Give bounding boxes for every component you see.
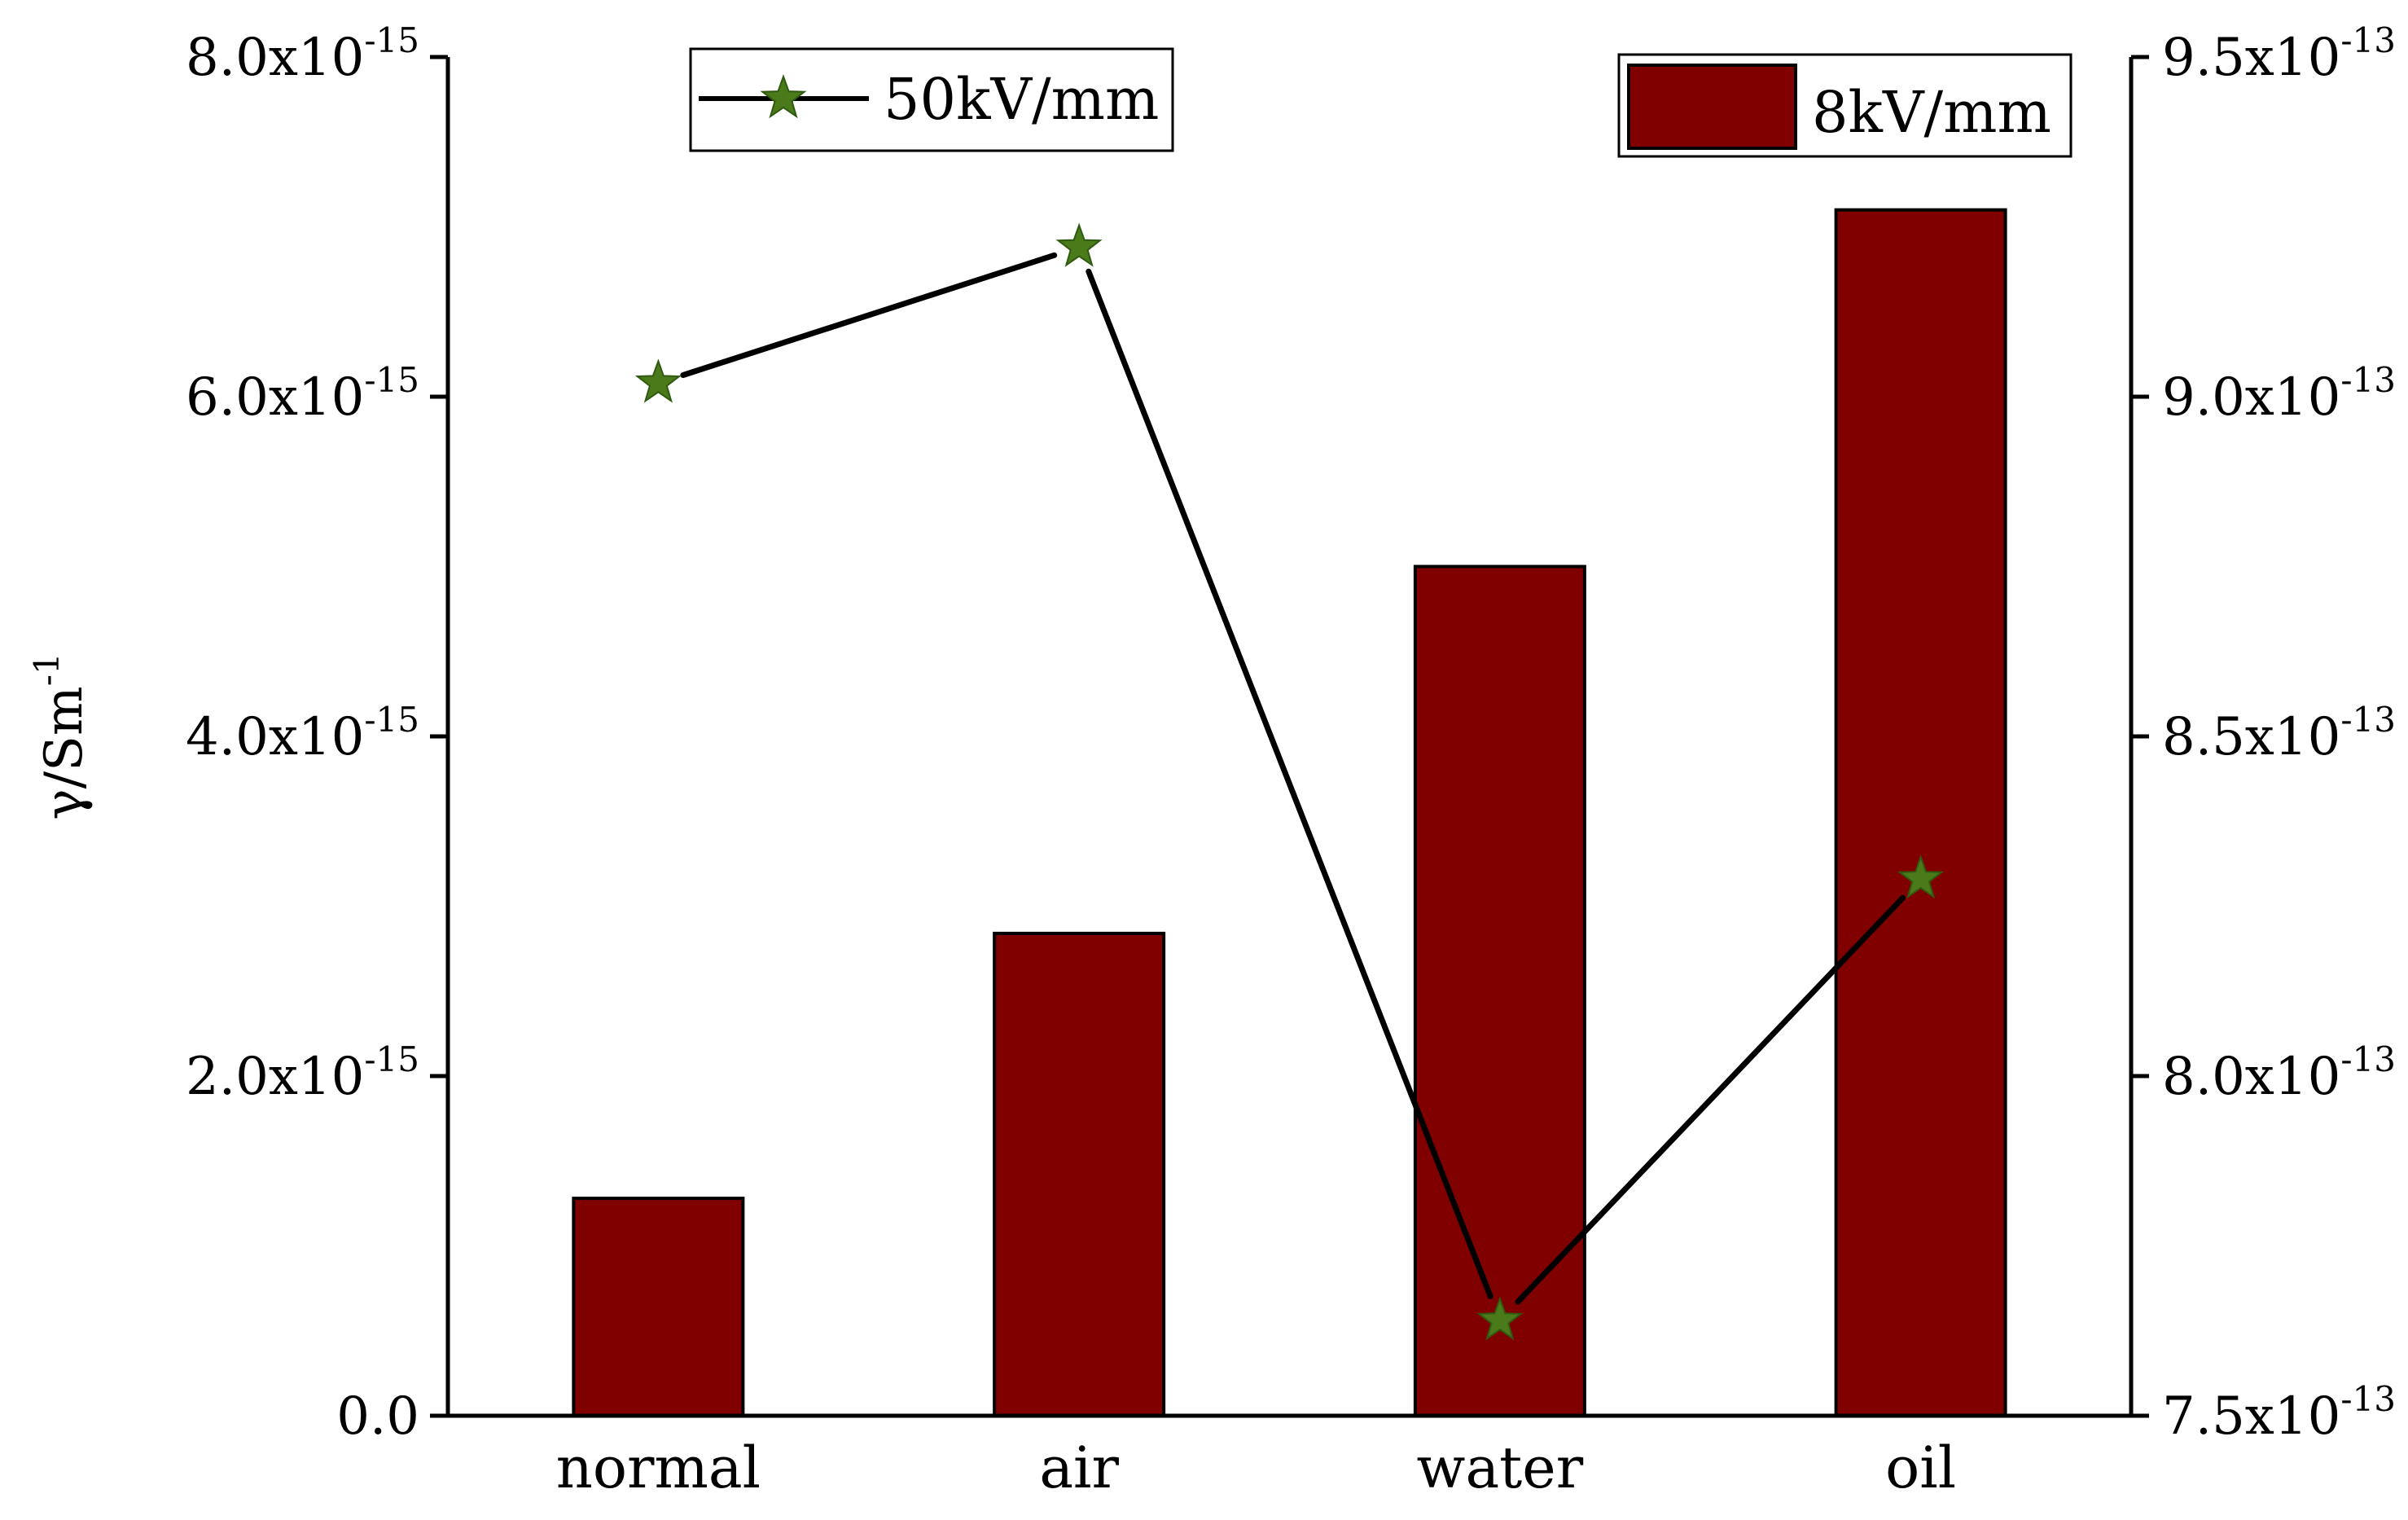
y-axis-title: γ/Sm-1 (27, 652, 94, 819)
y-axis-title-sup: -1 (27, 652, 67, 686)
category-label-oil: oil (1885, 1434, 1956, 1501)
star-marker-air (1055, 222, 1103, 267)
left-tick-label: 2.0x10-15 (186, 1039, 419, 1107)
line-segment (1515, 894, 1906, 1305)
legend-line-label: 50kV/mm (884, 66, 1159, 133)
category-label-air: air (1039, 1434, 1119, 1501)
category-labels: normal air water oil (556, 1434, 1956, 1501)
right-tick-label: 8.5x10-13 (2162, 700, 2396, 767)
line-segment (680, 252, 1058, 378)
right-tick-label: 9.0x10-13 (2162, 360, 2396, 428)
left-tick-label: 0.0 (336, 1386, 419, 1447)
left-tick-label: 4.0x10-15 (186, 700, 419, 767)
right-axis-ticks: 7.5x10-13 8.0x10-13 8.5x10-13 9.0x10-13 9.5x… (2131, 20, 2396, 1447)
bar-water (1413, 565, 1586, 1417)
right-tick-label: 9.5x10-13 (2162, 20, 2396, 88)
y-axis-title-base: γ/Sm (34, 686, 94, 819)
bar-air (993, 931, 1166, 1417)
left-axis-ticks: 0.0 2.0x10-15 4.0x10-15 6.0x10-15 8.0x10-15 (186, 20, 448, 1447)
bars-layer (572, 208, 2007, 1417)
legend-bar: 8kV/mm (1617, 53, 2072, 158)
right-tick-label: 8.0x10-13 (2162, 1039, 2396, 1107)
line-series-50kv (634, 222, 1945, 1341)
category-label-water: water (1417, 1434, 1584, 1501)
line-segment (1086, 268, 1493, 1299)
left-tick-label: 6.0x10-15 (186, 360, 419, 428)
legend-bar-swatch (1627, 64, 1797, 150)
right-tick-label: 7.5x10-13 (2162, 1379, 2396, 1447)
legend-star-marker (760, 74, 807, 119)
left-tick-label: 8.0x10-15 (186, 20, 419, 88)
star-marker-normal (634, 358, 682, 403)
bar-normal (572, 1197, 745, 1417)
legend-line: 50kV/mm (689, 47, 1174, 152)
legend-bar-label: 8kV/mm (1812, 79, 2051, 146)
star-marker-water (1476, 1296, 1524, 1341)
star-marker-oil (1897, 854, 1945, 899)
category-label-normal: normal (556, 1434, 761, 1501)
bar-oil (1834, 208, 2007, 1417)
